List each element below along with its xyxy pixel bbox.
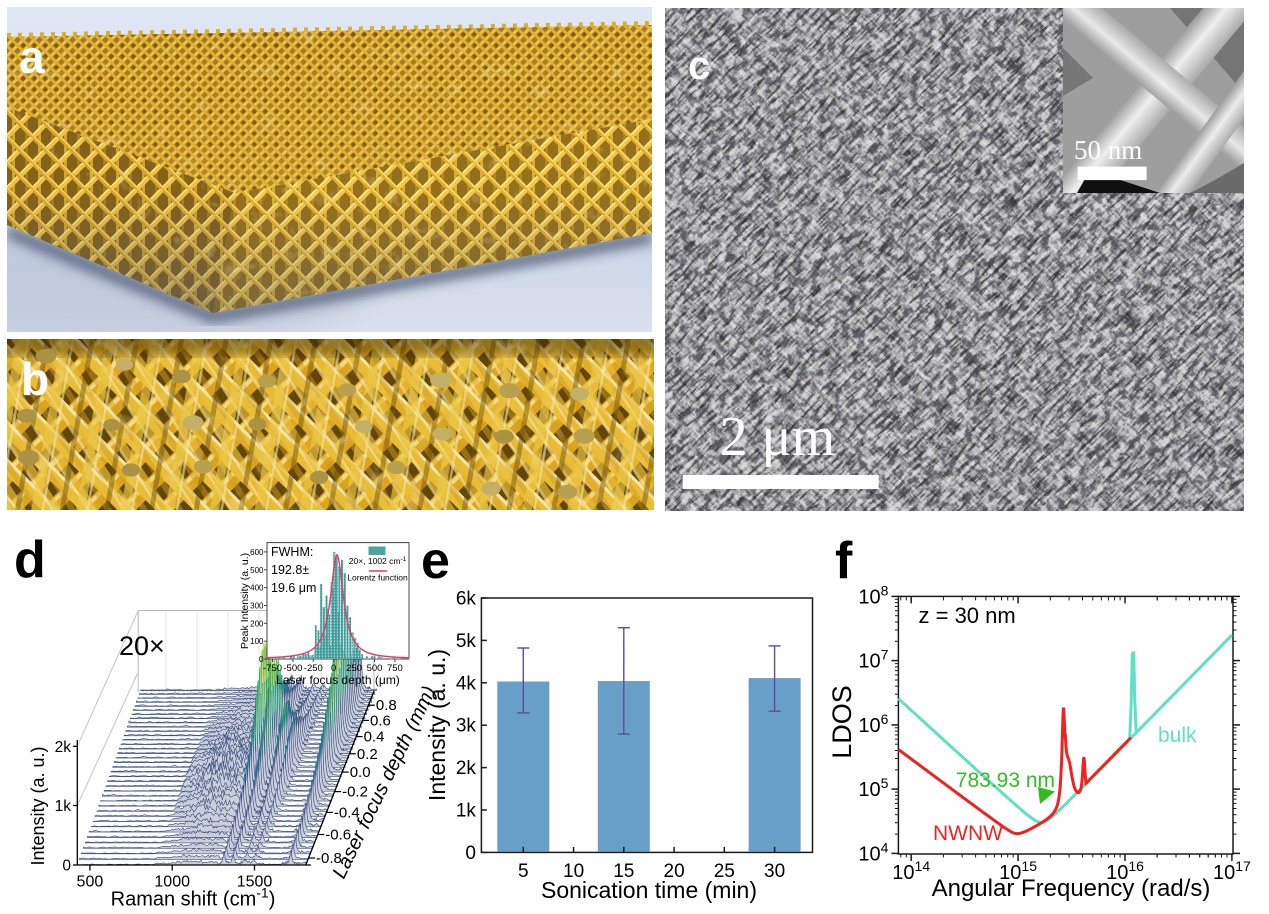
svg-text:500: 500 — [77, 874, 104, 891]
svg-text:-750: -750 — [263, 663, 282, 674]
svg-text:Intensity (a. u.): Intensity (a. u.) — [424, 649, 450, 801]
svg-text:LDOS: LDOS — [830, 685, 857, 759]
svg-text:0.2: 0.2 — [357, 746, 378, 763]
svg-text:10: 10 — [563, 861, 584, 882]
svg-text:3k: 3k — [456, 716, 477, 737]
svg-text:30: 30 — [764, 861, 785, 882]
svg-text:0.4: 0.4 — [364, 729, 385, 746]
svg-text:6k: 6k — [456, 589, 477, 610]
svg-text:25: 25 — [714, 861, 735, 882]
svg-text:Sonication time (min): Sonication time (min) — [541, 877, 757, 903]
svg-text:783.93 nm: 783.93 nm — [956, 769, 1055, 792]
svg-text:-0.2: -0.2 — [342, 784, 368, 801]
svg-text:100: 100 — [250, 637, 264, 646]
svg-text:c: c — [688, 44, 710, 88]
svg-text:0: 0 — [465, 843, 476, 864]
svg-text:4k: 4k — [456, 673, 477, 694]
svg-text:Lorentz function: Lorentz function — [347, 573, 408, 583]
svg-text:192.8±: 192.8± — [271, 563, 309, 577]
svg-text:1k: 1k — [55, 798, 72, 815]
svg-text:-0.8: -0.8 — [316, 850, 342, 867]
svg-text:250: 250 — [346, 663, 362, 674]
svg-text:500: 500 — [367, 663, 383, 674]
svg-text:0: 0 — [331, 663, 336, 674]
svg-text:200: 200 — [250, 619, 264, 628]
svg-text:5k: 5k — [456, 631, 477, 652]
svg-text:5: 5 — [518, 861, 529, 882]
svg-text:300: 300 — [250, 602, 264, 611]
svg-text:19.6 μm: 19.6 μm — [271, 581, 316, 595]
svg-text:104: 104 — [858, 839, 888, 865]
svg-text:-0.4: -0.4 — [334, 804, 360, 821]
svg-text:105: 105 — [858, 775, 888, 801]
svg-text:z = 30 nm: z = 30 nm — [919, 603, 1016, 628]
svg-text:108: 108 — [858, 582, 888, 608]
svg-text:Peak Intensity (a. u.): Peak Intensity (a. u.) — [239, 553, 251, 649]
svg-text:-500: -500 — [283, 663, 302, 674]
svg-text:bulk: bulk — [1158, 724, 1197, 747]
svg-text:400: 400 — [250, 584, 264, 593]
svg-text:0.6: 0.6 — [370, 712, 391, 729]
svg-text:FWHM:: FWHM: — [271, 545, 313, 559]
svg-text:e: e — [421, 532, 450, 590]
svg-text:Raman shift (cm-1): Raman shift (cm-1) — [111, 885, 276, 911]
svg-text:-0.6: -0.6 — [325, 827, 351, 844]
svg-text:0: 0 — [259, 655, 264, 664]
svg-text:Intensity (a. u.): Intensity (a. u.) — [28, 746, 48, 865]
svg-text:NWNW: NWNW — [933, 822, 1003, 845]
svg-text:106: 106 — [858, 711, 888, 737]
svg-text:Angular Frequency (rad/s): Angular Frequency (rad/s) — [932, 875, 1211, 902]
svg-text:1000: 1000 — [154, 874, 190, 891]
svg-text:2 μm: 2 μm — [720, 406, 836, 468]
svg-text:1k: 1k — [456, 801, 477, 822]
svg-text:20×, 1002 cm-1: 20×, 1002 cm-1 — [349, 556, 407, 566]
svg-text:b: b — [21, 353, 49, 405]
svg-text:d: d — [14, 531, 46, 589]
svg-text:107: 107 — [858, 647, 888, 673]
svg-text:-250: -250 — [304, 663, 323, 674]
svg-text:500: 500 — [250, 566, 264, 575]
svg-text:2k: 2k — [55, 739, 72, 756]
svg-text:20×: 20× — [119, 631, 165, 661]
svg-text:1500: 1500 — [237, 874, 273, 891]
svg-text:2k: 2k — [456, 758, 477, 779]
svg-text:0: 0 — [62, 858, 71, 875]
svg-text:0.8: 0.8 — [376, 697, 397, 714]
svg-text:f: f — [835, 532, 853, 590]
svg-text:Laser focus depth (μm): Laser focus depth (μm) — [276, 673, 400, 687]
svg-text:15: 15 — [613, 861, 634, 882]
svg-text:a: a — [19, 31, 45, 83]
svg-text:50 nm: 50 nm — [1074, 135, 1142, 165]
svg-text:20: 20 — [664, 861, 685, 882]
svg-text:600: 600 — [250, 548, 264, 557]
svg-text:1017: 1017 — [1213, 858, 1251, 884]
svg-text:0.0: 0.0 — [350, 764, 371, 781]
svg-text:750: 750 — [387, 663, 403, 674]
svg-text:1014: 1014 — [892, 858, 930, 884]
